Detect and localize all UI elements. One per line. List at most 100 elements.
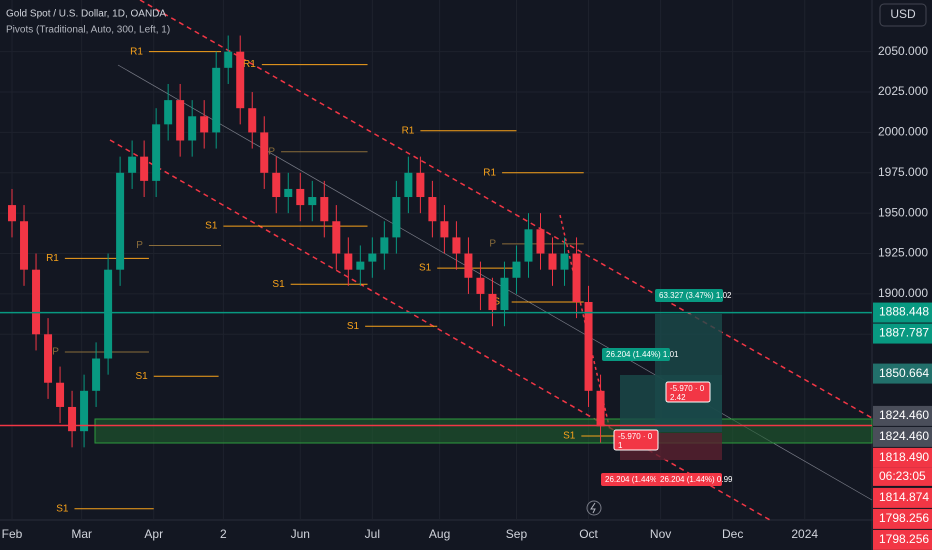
x-tick-label: 2 <box>220 527 227 541</box>
indicator-title: Pivots (Traditional, Auto, 300, Left, 1) <box>6 25 170 36</box>
candle-body <box>68 406 77 432</box>
position-label: 1 <box>618 441 623 450</box>
currency[interactable]: USD <box>890 7 916 21</box>
price-label-bg <box>873 487 932 508</box>
y-tick-label: 1925.000 <box>878 246 928 260</box>
position-label: 63.327 (3.47%) 1.02 <box>659 291 732 300</box>
y-tick-label: 2000.000 <box>878 125 928 139</box>
x-tick-label: Mar <box>71 527 92 541</box>
x-tick-label: 2024 <box>791 527 818 541</box>
price-label-bg <box>873 447 932 468</box>
price-label: 1798.256 <box>879 532 929 546</box>
candle-body <box>248 108 257 133</box>
price-label-bg <box>873 302 932 323</box>
position-label: 2.42 <box>670 393 686 402</box>
y-tick-label: 1950.000 <box>878 205 928 219</box>
candle-body <box>488 293 497 311</box>
symbol-title: Gold Spot / U.S. Dollar, 1D, OANDA <box>6 9 166 20</box>
candle-body <box>344 253 353 270</box>
candle-body <box>200 116 209 133</box>
candle-body <box>320 197 329 222</box>
pivot-label: S1 <box>563 431 576 442</box>
pivot-label: R1 <box>46 253 59 264</box>
candle-body <box>104 269 113 359</box>
y-tick-label: 2050.000 <box>878 44 928 58</box>
candle-body <box>128 156 137 173</box>
x-tick-label: Feb <box>2 527 23 541</box>
x-tick-label: Jun <box>291 527 310 541</box>
position-label: 26.204 (1.44%) 0.99 <box>660 475 733 484</box>
lightning-icon[interactable] <box>586 500 602 516</box>
pivot-label: R1 <box>402 125 415 136</box>
price-label-bg <box>873 363 932 384</box>
candle-body <box>476 277 485 294</box>
candle-body <box>392 197 401 238</box>
price-label: 1824.460 <box>879 429 929 443</box>
price-label: 1824.460 <box>879 408 929 422</box>
candle-body <box>260 132 269 173</box>
demand-zone <box>94 418 873 444</box>
candle-body <box>500 277 509 311</box>
candle-body <box>524 229 533 262</box>
x-tick-label: Sep <box>506 527 528 541</box>
candle-body <box>212 67 221 133</box>
pivot-label: R1 <box>130 46 143 57</box>
candle-body <box>560 253 569 270</box>
pivot-label: P <box>489 238 496 249</box>
position-label-bg <box>613 429 659 451</box>
pivot-label: S1 <box>419 263 432 274</box>
candle-body <box>416 172 425 198</box>
candle-body <box>140 156 149 181</box>
candle-body <box>572 253 581 302</box>
position-label: -5.970 · 0 <box>670 384 705 393</box>
position-label-bg <box>602 348 670 361</box>
candle-body <box>56 382 65 407</box>
pivot-label: S1 <box>347 321 360 332</box>
candle-body <box>452 237 461 254</box>
pivot-label: S1 <box>56 503 69 514</box>
position-label-bg <box>665 381 711 403</box>
pivot-label: P <box>52 347 59 358</box>
candle-body <box>284 188 293 198</box>
price-label: 1798.256 <box>879 511 929 525</box>
candle-body <box>428 197 437 222</box>
candle-body <box>80 390 89 432</box>
position-label-bg <box>601 473 667 486</box>
position-label: 26.204 (1.44%) 1.01 <box>606 350 679 359</box>
pivot-label: R1 <box>483 167 496 178</box>
price-label-bg <box>873 508 932 529</box>
price-label-bg <box>873 529 932 550</box>
candle-body <box>404 172 413 198</box>
x-tick-label: Aug <box>429 527 450 541</box>
x-tick-label: Nov <box>650 527 671 541</box>
lightning-icon <box>590 502 596 514</box>
pivot-label: P <box>136 240 143 251</box>
pivot-label: S1 <box>272 279 285 290</box>
candle-body <box>368 253 377 262</box>
candle-body <box>296 188 305 206</box>
plot: R1 R1 R1 R1 R1 P P P P S1 S1 S1 S1 S1 S1 S1 S1 <box>8 35 620 514</box>
candle-body <box>224 51 233 68</box>
candle-body <box>536 229 545 254</box>
y-tick-label: 2025.000 <box>878 84 928 98</box>
candle-body <box>164 100 173 125</box>
x-tick-label: Apr <box>144 527 163 541</box>
candle-body <box>188 116 197 141</box>
candle-body <box>596 390 605 427</box>
candle-body <box>512 261 521 278</box>
position-label: -5.970 · 0 <box>618 432 653 441</box>
candle-body <box>236 51 245 109</box>
position-label: 26.204 (1.44%) ( <box>605 475 665 484</box>
candle-body <box>464 253 473 278</box>
position-label-bg <box>656 473 722 486</box>
y-tick-label: 1975.000 <box>878 165 928 179</box>
y-tick-label: 1900.000 <box>878 286 928 300</box>
price-label-bg <box>873 405 932 426</box>
price-label: 1888.448 <box>879 305 929 319</box>
candle-body <box>380 237 389 254</box>
candle-body <box>44 334 53 383</box>
candle-body <box>584 301 593 391</box>
candle-body <box>272 172 281 198</box>
currency-button[interactable] <box>879 3 927 27</box>
